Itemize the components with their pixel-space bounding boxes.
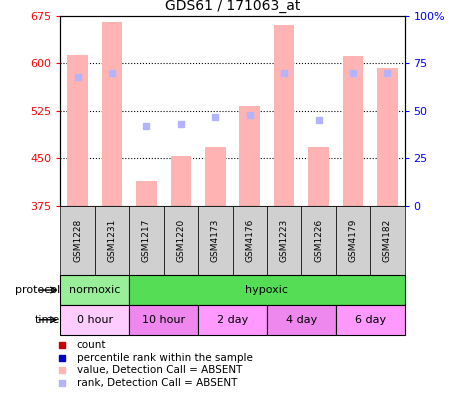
Text: 2 day: 2 day [217, 315, 248, 325]
Text: GSM4182: GSM4182 [383, 219, 392, 262]
Bar [205, 147, 226, 206]
Text: GSM1228: GSM1228 [73, 219, 82, 262]
Bar [60, 275, 129, 305]
Text: hypoxic: hypoxic [246, 285, 288, 295]
Text: count: count [77, 340, 106, 350]
Bar [308, 147, 329, 206]
Text: normoxic: normoxic [69, 285, 120, 295]
Bar [198, 305, 267, 335]
Text: GSM4176: GSM4176 [245, 219, 254, 262]
Text: GSM1220: GSM1220 [176, 219, 186, 262]
Bar [171, 156, 191, 206]
Bar [198, 206, 232, 275]
Bar [301, 206, 336, 275]
Text: time: time [35, 315, 60, 325]
Text: 6 day: 6 day [355, 315, 385, 325]
Bar [67, 55, 88, 206]
Bar [232, 206, 267, 275]
Bar [239, 107, 260, 206]
Text: GSM4179: GSM4179 [348, 219, 358, 262]
Bar [164, 206, 198, 275]
Text: GSM1226: GSM1226 [314, 219, 323, 262]
Text: GSM1231: GSM1231 [107, 219, 117, 262]
Text: 10 hour: 10 hour [142, 315, 185, 325]
Text: GSM4173: GSM4173 [211, 219, 220, 262]
Bar [336, 305, 405, 335]
Text: 0 hour: 0 hour [77, 315, 113, 325]
Text: percentile rank within the sample: percentile rank within the sample [77, 352, 252, 363]
Text: GSM1223: GSM1223 [279, 219, 289, 262]
Bar [95, 206, 129, 275]
Bar [129, 206, 164, 275]
Bar [129, 305, 198, 335]
Bar [60, 206, 95, 275]
Text: rank, Detection Call = ABSENT: rank, Detection Call = ABSENT [77, 378, 237, 388]
Bar [267, 206, 301, 275]
Title: GDS61 / 171063_at: GDS61 / 171063_at [165, 0, 300, 13]
Bar [274, 25, 294, 206]
Text: GSM1217: GSM1217 [142, 219, 151, 262]
Bar [343, 56, 363, 206]
Bar [336, 206, 370, 275]
Bar [136, 181, 157, 206]
Bar [102, 22, 122, 206]
Text: 4 day: 4 day [286, 315, 317, 325]
Bar [370, 206, 405, 275]
Text: protocol: protocol [15, 285, 60, 295]
Bar [129, 275, 405, 305]
Bar [377, 68, 398, 206]
Text: value, Detection Call = ABSENT: value, Detection Call = ABSENT [77, 365, 242, 375]
Bar [267, 305, 336, 335]
Bar [60, 305, 129, 335]
